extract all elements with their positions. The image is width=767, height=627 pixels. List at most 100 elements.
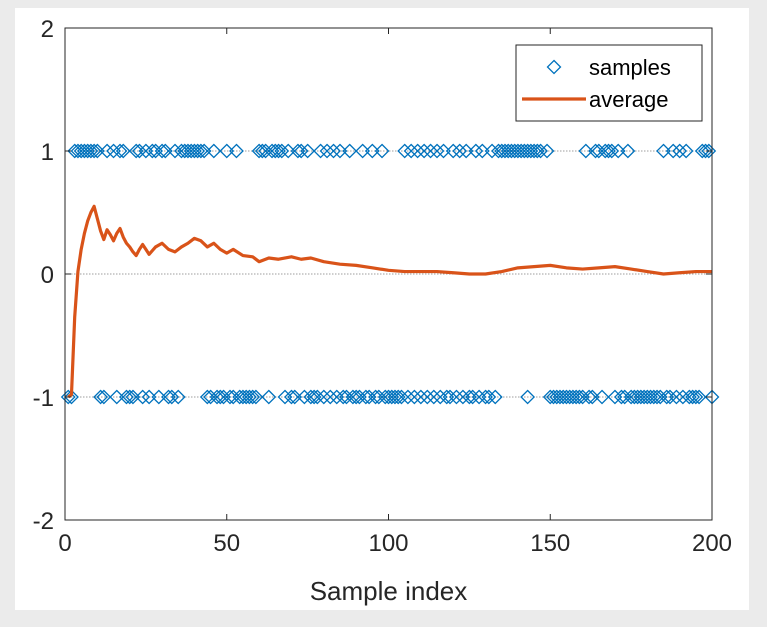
y-tick-label: -1: [33, 385, 54, 412]
y-tick-label: 1: [41, 139, 54, 166]
sample-marker: [371, 389, 387, 405]
sample-marker: [67, 143, 83, 159]
sample-marker: [452, 143, 468, 159]
sample-marker: [319, 143, 335, 159]
sample-marker: [193, 143, 209, 159]
sample-marker: [614, 389, 629, 405]
sample-marker: [672, 143, 688, 159]
sample-marker: [675, 389, 691, 405]
sample-marker: [381, 389, 396, 405]
sample-marker: [258, 143, 273, 159]
sample-marker: [232, 389, 248, 405]
sample-marker: [500, 143, 516, 159]
sample-marker: [374, 143, 390, 159]
sample-marker: [461, 389, 477, 405]
tick-labels: 0 50 100 150 200 2 1 0 -1 -2: [33, 16, 732, 557]
sample-marker: [235, 389, 251, 405]
sample-marker: [546, 389, 561, 405]
sample-marker: [216, 389, 231, 405]
sample-marker: [199, 389, 215, 405]
sample-marker: [89, 143, 105, 159]
sample-marker: [219, 143, 235, 159]
sample-marker: [633, 389, 649, 405]
average-line: [67, 204, 712, 399]
sample-marker: [581, 389, 597, 405]
sample-marker: [109, 389, 125, 405]
sample-marker: [342, 143, 358, 159]
sample-marker: [329, 389, 345, 405]
sample-marker: [355, 143, 371, 159]
sample-marker: [290, 143, 306, 159]
sample-marker: [403, 143, 419, 159]
sample-marker: [80, 143, 96, 159]
sample-marker: [481, 389, 497, 405]
sample-marker: [426, 389, 442, 405]
sample-marker: [507, 143, 523, 159]
sample-marker: [552, 389, 568, 405]
sample-marker: [394, 389, 409, 405]
sample-marker: [248, 389, 264, 405]
sample-marker: [154, 143, 170, 159]
sample-marker: [183, 143, 199, 159]
sample-marker: [665, 143, 681, 159]
sample-marker: [287, 389, 303, 405]
y-tick-label: 0: [41, 262, 54, 289]
sample-marker: [196, 143, 212, 159]
sample-marker: [351, 389, 367, 405]
sample-marker: [643, 389, 658, 405]
sample-marker: [542, 389, 558, 405]
sample-marker: [604, 143, 620, 159]
sample-marker: [607, 389, 623, 405]
sample-marker: [148, 143, 163, 159]
y-tick-label: 2: [41, 16, 54, 43]
sample-marker: [465, 389, 481, 405]
sample-marker: [478, 389, 493, 405]
sample-marker: [630, 389, 646, 405]
legend: samples average: [515, 44, 703, 122]
y-tick-label: -2: [33, 508, 54, 535]
sample-marker: [335, 389, 351, 405]
sample-marker: [649, 389, 665, 405]
sample-marker: [167, 143, 183, 159]
sample-marker: [64, 389, 79, 405]
sample-marker: [659, 389, 675, 405]
sample-marker: [277, 389, 293, 405]
figure: 0 50 100 150 200 2 1 0 -1 -2 Sample index samples…: [15, 8, 749, 610]
sample-marker: [99, 143, 115, 159]
sample-marker: [284, 389, 299, 405]
sample-marker: [639, 389, 655, 405]
chart: 0 50 100 150 200 2 1 0 -1 -2 Sample index samples…: [33, 16, 732, 606]
sample-marker: [251, 143, 267, 159]
sample-marker: [225, 389, 241, 405]
sample-marker: [115, 143, 131, 159]
sample-marker: [309, 389, 325, 405]
sample-marker: [387, 389, 403, 405]
sample-marker: [138, 143, 154, 159]
sample-marker: [326, 143, 341, 159]
sample-marker: [474, 143, 490, 159]
sample-marker: [161, 389, 176, 405]
tick-marks: [64, 27, 713, 521]
sample-marker: [455, 389, 471, 405]
sample-marker: [491, 143, 506, 159]
sample-marker: [588, 143, 603, 159]
sample-marker: [559, 389, 574, 405]
sample-marker: [523, 143, 539, 159]
sample-marker: [539, 143, 555, 159]
sample-marker: [555, 389, 571, 405]
sample-marker: [688, 389, 704, 405]
average-series: [67, 204, 712, 399]
sample-marker: [400, 389, 416, 405]
sample-marker: [377, 389, 393, 405]
sample-marker: [361, 389, 377, 405]
sample-marker: [209, 389, 225, 405]
sample-marker: [529, 143, 545, 159]
sample-marker: [620, 143, 636, 159]
x-tick-label: 200: [692, 530, 732, 557]
x-tick-label: 100: [368, 530, 408, 557]
sample-marker: [565, 389, 581, 405]
sample-marker: [423, 143, 438, 159]
sample-marker: [449, 389, 464, 405]
sample-marker: [170, 389, 186, 405]
sample-marker: [468, 143, 484, 159]
